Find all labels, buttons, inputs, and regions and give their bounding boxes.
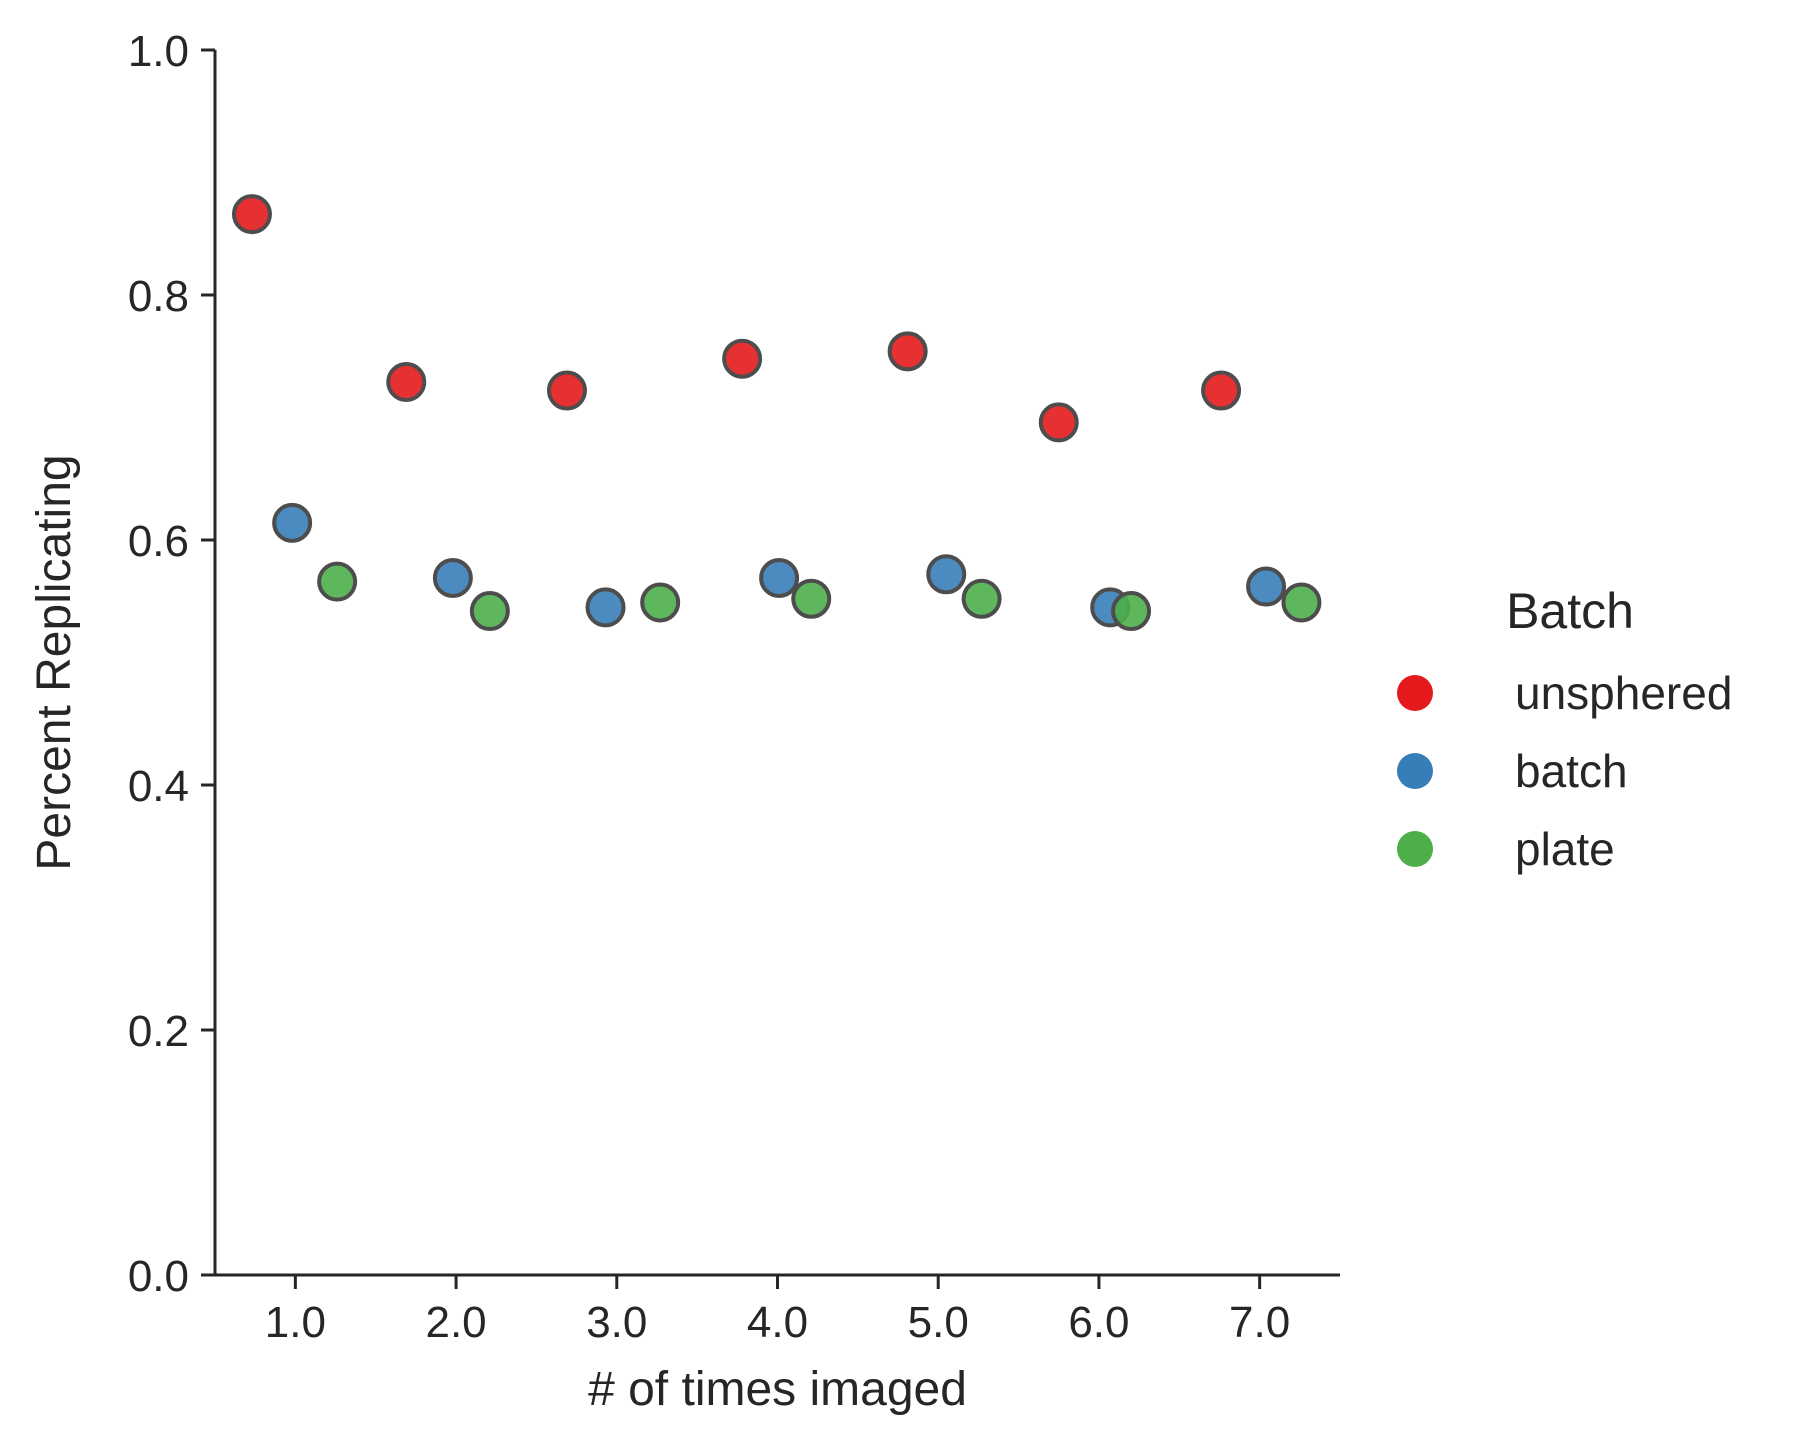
point-batch [585,587,626,628]
point-unsphered [386,361,427,402]
legend-label-unsphered: unsphered [1515,667,1732,719]
y-tick-label: 0.6 [128,517,189,566]
y-tick-label: 0.4 [128,762,189,811]
point-plate [1111,591,1152,632]
point-unsphered [231,194,272,235]
point-batch [432,557,473,598]
point-plate [791,578,832,619]
point-plate [640,582,681,623]
x-tick-label: 6.0 [1068,1298,1129,1347]
y-tick-label: 0.0 [128,1252,189,1301]
point-unsphered [722,338,763,379]
data-points [231,194,1322,632]
legend-marker-batch [1397,753,1433,789]
legend-marker-plate [1397,831,1433,867]
y-axis-title: Percent Replicating [28,454,81,870]
point-plate [469,591,510,632]
y-tick-label: 0.2 [128,1007,189,1056]
point-batch [1246,566,1287,607]
x-tick-label: 1.0 [265,1298,326,1347]
point-plate [1281,582,1322,623]
legend-label-plate: plate [1515,823,1615,875]
point-unsphered [1201,370,1242,411]
y-tick-label: 1.0 [128,27,189,76]
y-tick-label: 0.8 [128,272,189,321]
axes: 0.0 0.2 0.4 0.6 0.8 1.0 1.0 2.0 3.0 4.0 5.0 6.0 7.0 [128,27,1340,1347]
x-tick-label: 2.0 [425,1298,486,1347]
legend-title: Batch [1506,583,1634,639]
point-plate [961,578,1002,619]
point-batch [272,502,313,543]
point-batch [926,554,967,595]
point-unsphered [887,331,928,372]
legend-marker-unsphered [1397,675,1433,711]
point-unsphered [1038,402,1079,443]
legend: Batch unsphered batch plate [1397,583,1732,875]
x-tick-label: 3.0 [586,1298,647,1347]
x-tick-label: 4.0 [747,1298,808,1347]
legend-label-batch: batch [1515,745,1628,797]
point-batch [759,557,800,598]
x-tick-label: 7.0 [1229,1298,1290,1347]
point-unsphered [546,370,587,411]
x-axis-title: # of times imaged [588,1363,967,1416]
point-plate [317,561,358,602]
x-tick-label: 5.0 [908,1298,969,1347]
